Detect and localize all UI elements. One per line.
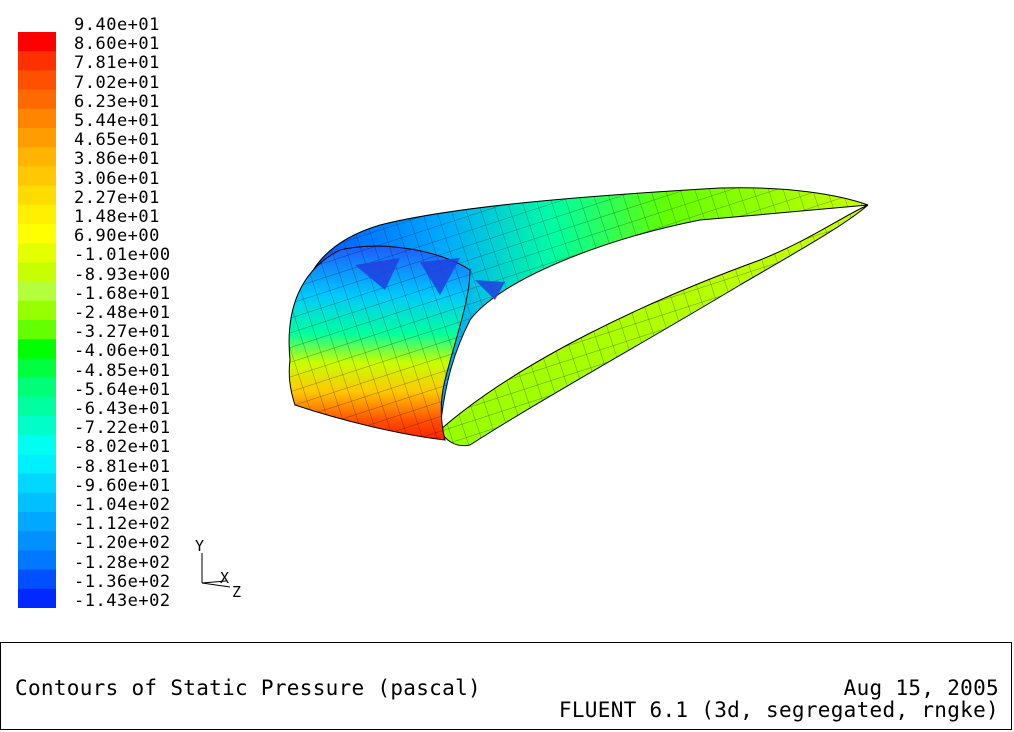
legend-label: -1.01e+00 [74, 245, 171, 266]
legend-label: 2.27e+01 [74, 187, 160, 208]
legend-label: 7.81e+01 [74, 53, 160, 74]
legend-swatch [18, 569, 56, 590]
legend-swatch [18, 492, 56, 513]
legend-label: -6.43e+01 [74, 399, 171, 419]
legend-label: -4.06e+01 [74, 341, 171, 362]
legend-swatch [18, 243, 56, 263]
legend-swatch [18, 377, 56, 398]
axis-z-label: Z [232, 583, 241, 601]
legend-swatch [18, 262, 56, 283]
legend-swatch [18, 435, 56, 455]
legend-label: 3.06e+01 [74, 168, 160, 189]
legend-label: -1.28e+02 [74, 552, 171, 573]
legend-swatch [18, 51, 56, 71]
legend-label: -8.81e+01 [74, 456, 171, 477]
legend-label: 3.86e+01 [74, 149, 160, 170]
legend-swatch [18, 166, 56, 187]
legend-label: -1.68e+01 [74, 283, 171, 304]
legend-label: -3.27e+01 [74, 322, 171, 343]
legend-swatch [18, 281, 56, 302]
legend-labels: 9.40e+01 8.60e+01 7.81e+01 7.02e+01 6.23e+01… [74, 17, 204, 617]
legend-swatch [18, 320, 56, 340]
legend-swatch [18, 147, 56, 167]
legend-swatch [18, 339, 56, 359]
legend-swatch [18, 204, 56, 225]
legend-label: -8.02e+01 [74, 437, 171, 458]
axis-y-label: Y [195, 537, 204, 555]
legend-label: -1.36e+02 [74, 571, 171, 592]
legend-swatch [18, 473, 56, 494]
legend-label: -1.12e+02 [74, 514, 171, 535]
axis-x-label: X [220, 569, 229, 587]
legend-swatch [18, 416, 56, 436]
legend-label: 4.65e+01 [74, 130, 160, 151]
axis-triad: Y X Z [195, 537, 241, 601]
legend-swatch [18, 550, 56, 571]
legend-swatch [18, 512, 56, 532]
legend-swatch [18, 70, 56, 91]
legend-swatch [18, 32, 56, 52]
legend-swatch [18, 454, 56, 475]
legend-swatch [18, 396, 56, 417]
legend-swatch [18, 128, 56, 148]
legend-label: 6.23e+01 [74, 91, 160, 112]
legend-label: -2.48e+01 [74, 303, 171, 323]
legend-swatch [18, 300, 56, 321]
software-info: FLUENT 6.1 (3d, segregated, rngke) [558, 698, 999, 722]
legend-label: -1.43e+02 [74, 591, 171, 611]
legend-label: -9.60e+01 [74, 475, 171, 496]
legend-swatch [18, 89, 56, 110]
legend-swatch [18, 588, 56, 608]
legend-label: -4.85e+01 [74, 360, 171, 381]
legend-swatch [18, 531, 56, 551]
legend-label: -1.04e+02 [74, 495, 171, 515]
legend-label: 5.44e+01 [74, 111, 160, 131]
info-panel: Contours of Static Pressure (pascal) Aug… [0, 642, 1012, 730]
color-legend-bar [18, 32, 56, 608]
legend-swatch [18, 108, 56, 129]
wing-surface-contour-plot [288, 187, 869, 447]
legend-label: 6.90e+00 [74, 226, 160, 247]
legend-label: 7.02e+01 [74, 72, 160, 93]
legend-label: -8.93e+00 [74, 264, 171, 285]
plot-date: Aug 15, 2005 [843, 676, 999, 700]
legend-label: 9.40e+01 [74, 15, 160, 35]
legend-label: -1.20e+02 [74, 533, 171, 554]
legend-label: -5.64e+01 [74, 379, 171, 400]
legend-label: 8.60e+01 [74, 34, 160, 55]
legend-swatch [18, 224, 56, 244]
legend-swatch [18, 185, 56, 206]
plot-title: Contours of Static Pressure (pascal) [15, 676, 481, 700]
legend-swatch [18, 358, 56, 379]
legend-label: 1.48e+01 [74, 207, 160, 227]
legend-label: -7.22e+01 [74, 418, 171, 439]
